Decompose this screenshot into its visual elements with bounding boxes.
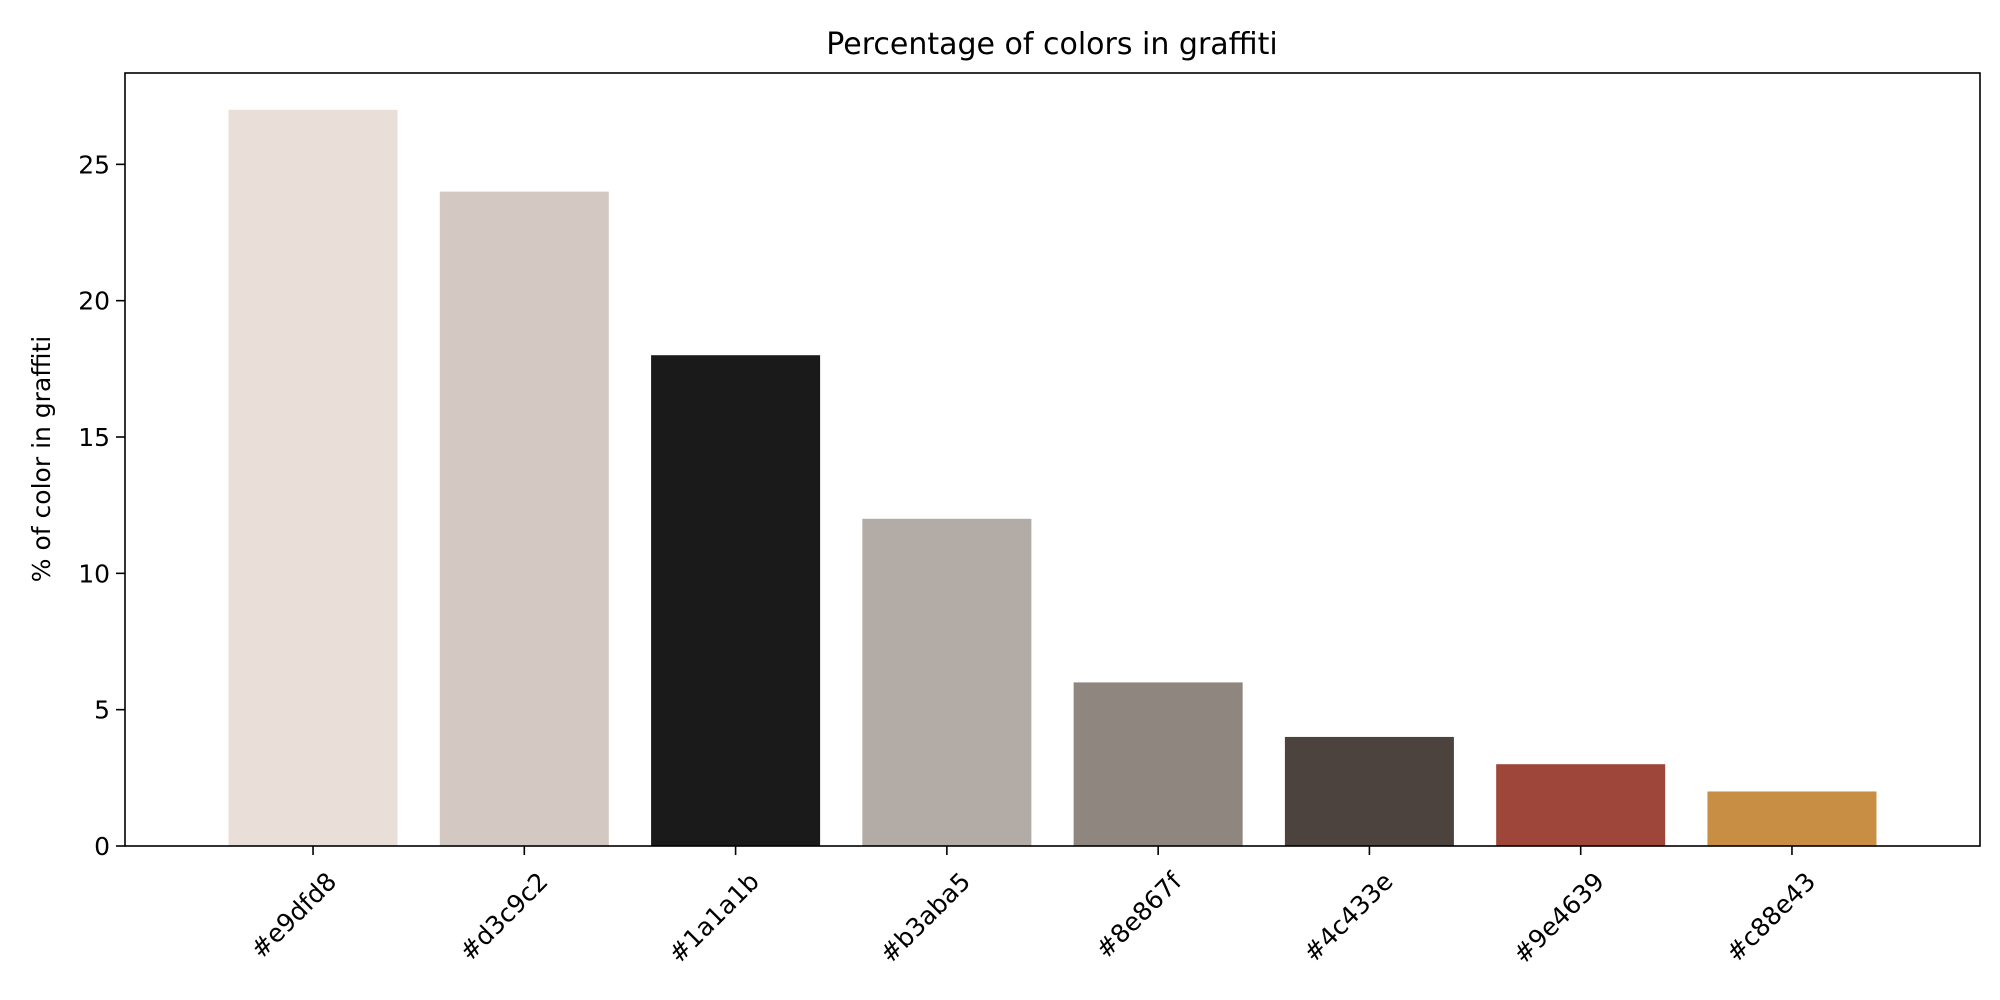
x-tick-label: #9e4639 [1508,867,1610,969]
x-tick-label: #4c433e [1298,867,1399,968]
bar-8e867f [1073,682,1243,846]
bar-1a1a1b [651,355,821,846]
bar-c88e43 [1707,791,1877,846]
x-tick-label: #e9dfd8 [245,867,342,964]
bar-e9dfd8 [228,109,398,846]
bar-4c433e [1284,736,1454,846]
y-tick-label: 5 [94,696,110,725]
bar-d3c9c2 [439,191,609,847]
chart-title: Percentage of colors in graffiti [826,27,1278,62]
bar-b3aba5 [862,518,1032,846]
x-tick-label: #8e867f [1090,866,1188,964]
x-tick-label: #d3c9c2 [454,867,554,967]
y-ticks-group: 0 5 10 15 20 25 [78,150,125,861]
y-tick-label: 15 [78,423,110,452]
x-ticks-group: #e9dfd8 #d3c9c2 #1a1a1b #b3aba5 #8e867f #4c43… [245,846,1821,969]
x-tick-label: #b3aba5 [874,867,976,969]
y-tick-label: 20 [78,287,110,316]
plot-frame [124,72,1981,847]
bar-9e4639 [1496,764,1666,846]
y-tick-label: 25 [78,150,110,179]
y-tick-label: 10 [78,559,110,588]
x-tick-label: #c88e43 [1720,867,1821,968]
y-tick-label: 0 [94,832,110,861]
x-tick-label: #1a1a1b [663,867,765,969]
y-axis-label: % of color in graffiti [27,336,56,582]
bars-group [228,109,1877,847]
